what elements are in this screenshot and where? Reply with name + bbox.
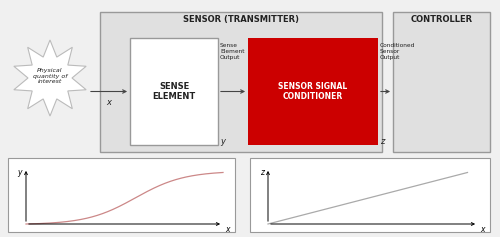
Text: y: y xyxy=(220,137,225,146)
Bar xyxy=(250,158,490,232)
Bar xyxy=(8,158,235,232)
Text: x: x xyxy=(225,225,230,234)
Text: Conditioned
Sensor
Output: Conditioned Sensor Output xyxy=(380,43,416,59)
Text: z: z xyxy=(380,137,384,146)
Bar xyxy=(100,12,382,152)
Text: x: x xyxy=(480,225,484,234)
Bar xyxy=(248,38,378,145)
Text: CONTROLLER: CONTROLLER xyxy=(410,15,472,24)
Text: x: x xyxy=(106,97,112,106)
Text: SENSOR SIGNAL
CONDITIONER: SENSOR SIGNAL CONDITIONER xyxy=(278,82,347,101)
Text: Physical
quantity of
interest: Physical quantity of interest xyxy=(33,68,67,84)
Text: SENSOR (TRANSMITTER): SENSOR (TRANSMITTER) xyxy=(183,15,299,24)
Text: SENSE
ELEMENT: SENSE ELEMENT xyxy=(152,82,196,101)
Text: z: z xyxy=(260,168,264,177)
Text: y: y xyxy=(18,168,22,177)
Bar xyxy=(393,12,490,152)
Text: Sense
Element
Output: Sense Element Output xyxy=(220,43,244,59)
Polygon shape xyxy=(14,40,86,116)
Bar xyxy=(130,38,218,145)
